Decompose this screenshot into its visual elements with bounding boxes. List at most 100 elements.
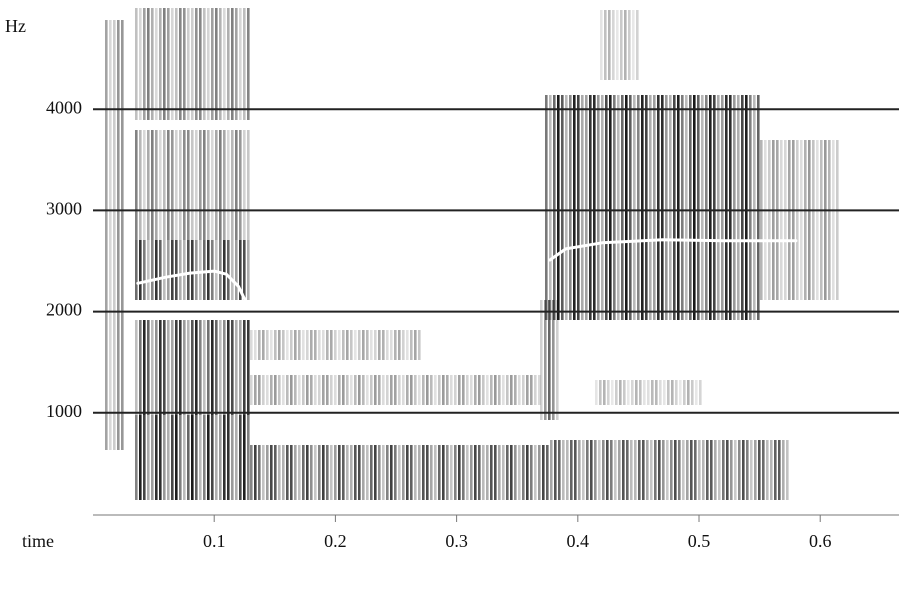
spectral-stripe [418, 375, 421, 405]
spectral-stripe [179, 320, 182, 415]
spectral-stripe [235, 130, 238, 240]
spectral-stripe [689, 95, 692, 320]
spectral-stripe [612, 10, 615, 80]
spectral-stripe [139, 415, 142, 500]
spectral-stripe [693, 95, 696, 320]
spectral-stripe [362, 375, 365, 405]
spectral-stripe [470, 445, 473, 500]
spectral-stripe [139, 8, 142, 120]
spectral-stripe [199, 240, 202, 300]
spectral-stripe [800, 140, 803, 300]
x-tick-label: 0.5 [688, 531, 711, 551]
spectral-stripe [159, 8, 162, 120]
spectral-stripe [386, 445, 389, 500]
spectral-stripe [609, 95, 612, 320]
spectral-stripe [247, 8, 250, 120]
spectral-stripe [406, 375, 409, 405]
spectral-stripe [294, 375, 297, 405]
spectral-stripe [494, 445, 497, 500]
spectral-stripe [566, 440, 569, 500]
spectral-stripe [302, 375, 305, 405]
spectral-stripe [135, 415, 138, 500]
spectral-stripe [622, 440, 625, 500]
spectral-stripe [737, 95, 740, 320]
spectral-stripe [774, 440, 777, 500]
spectral-stripe [414, 445, 417, 500]
spectral-stripe [215, 415, 218, 500]
spectral-stripe [346, 330, 349, 360]
spectral-stripe [147, 415, 150, 500]
spectral-stripe [434, 375, 437, 405]
spectral-stripe [147, 8, 150, 120]
spectral-stripe [247, 130, 250, 240]
spectral-stripe [215, 130, 218, 240]
spectral-stripe [243, 8, 246, 120]
spectral-stripe [657, 95, 660, 320]
spectral-stripe [506, 375, 509, 405]
spectral-stripe [223, 130, 226, 240]
spectral-stripe [442, 375, 445, 405]
spectral-stripe [270, 375, 273, 405]
spectral-stripe [574, 440, 577, 500]
spectral-stripe [458, 445, 461, 500]
spectral-stripe [426, 445, 429, 500]
spectral-stripe [550, 440, 553, 500]
spectral-stripe [254, 330, 257, 360]
spectral-stripe [227, 415, 230, 500]
spectral-stripe [318, 445, 321, 500]
spectral-stripe [334, 445, 337, 500]
spectral-stripe [398, 375, 401, 405]
spectral-stripe [374, 375, 377, 405]
spectral-stripe [235, 8, 238, 120]
spectral-stripe [454, 375, 457, 405]
spectral-stripe [159, 240, 162, 300]
spectral-stripe [250, 375, 253, 405]
spectral-stripe [729, 95, 732, 320]
spectral-stripe [661, 95, 664, 320]
spectral-stripe [310, 330, 313, 360]
y-tick-label: 1000 [46, 401, 82, 421]
spectral-stripe [556, 300, 559, 420]
spectral-stripe [394, 375, 397, 405]
spectral-stripe [370, 375, 373, 405]
spectral-stripe [179, 130, 182, 240]
spectral-stripe [699, 380, 702, 405]
spectral-stripe [782, 440, 785, 500]
spectral-stripe [163, 8, 166, 120]
spectral-stripe [646, 440, 649, 500]
spectral-stripe [219, 130, 222, 240]
spectral-stripe [175, 320, 178, 415]
spectral-stripe [426, 375, 429, 405]
spectral-stripe [306, 375, 309, 405]
spectral-stripe [553, 95, 556, 320]
spectral-stripe [506, 445, 509, 500]
spectral-stripe [390, 375, 393, 405]
spectral-stripe [655, 380, 658, 405]
spectral-stripe [586, 440, 589, 500]
spectral-stripe [326, 330, 329, 360]
spectral-stripe [772, 140, 775, 300]
spectral-stripe [514, 445, 517, 500]
spectral-stripe [223, 240, 226, 300]
spectral-stripe [687, 380, 690, 405]
spectral-stripe [171, 8, 174, 120]
spectral-stripe [306, 330, 309, 360]
spectral-stripe [135, 130, 138, 240]
spectral-stripe [466, 445, 469, 500]
spectral-stripe [542, 445, 545, 500]
spectral-stripe [159, 415, 162, 500]
spectral-stripe [274, 330, 277, 360]
spectral-stripe [627, 380, 630, 405]
spectral-stripe [243, 415, 246, 500]
spectral-stripe [734, 440, 737, 500]
spectral-stripe [187, 415, 190, 500]
spectral-stripe [239, 415, 242, 500]
spectral-stripe [633, 95, 636, 320]
spectral-stripe [183, 240, 186, 300]
spectral-stripe [183, 8, 186, 120]
spectral-stripe [600, 10, 603, 80]
spectral-stripe [191, 415, 194, 500]
spectral-stripe [554, 440, 557, 500]
spectral-stripe [105, 20, 108, 450]
spectral-stripe [171, 415, 174, 500]
